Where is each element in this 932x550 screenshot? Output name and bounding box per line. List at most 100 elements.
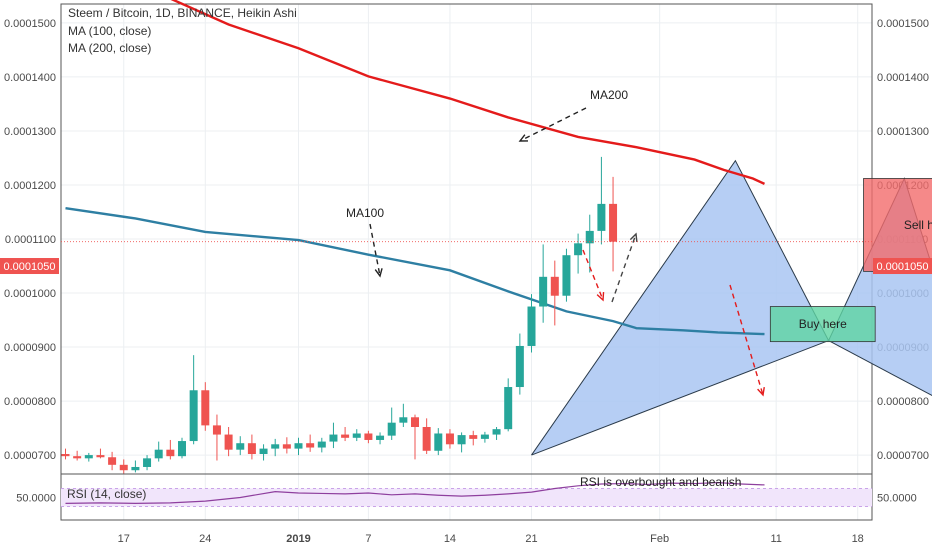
candle-body [562,255,571,296]
time-tick-label: 11 [770,533,781,545]
time-tick-label: 24 [199,533,211,545]
candle-body [236,443,245,450]
price-tick-label-right: 0.0001500 [877,18,929,30]
candle-body [376,435,385,440]
candle-body [434,433,443,451]
rsi-legend: RSI (14, close) [67,487,146,501]
candle-body [224,434,233,450]
annotation-arrows [369,107,765,397]
candle-body [306,443,315,448]
price-axis-left: 0.0000700 0.0000800 0.0000900 0.0001000 0.00… [4,18,56,462]
rsi-tick-label-left: 50.0000 [16,493,56,505]
price-marker-right [873,258,932,275]
candle-body [317,441,326,448]
candle-body [422,427,431,451]
time-tick-label: 17 [118,533,130,545]
annotation-ma100: MA100 [346,206,384,220]
price-tick-label-left: 0.0001500 [4,18,56,30]
candle-body [550,276,559,296]
candle-body [73,456,82,459]
candle-body [259,448,268,455]
price-tick-label-left: 0.0000800 [4,396,56,408]
legend-ma100: MA (100, close) [68,24,151,38]
candle-body [61,454,70,457]
pattern-triangle [531,160,829,456]
price-tick-label-left: 0.0001000 [4,288,56,300]
price-marker-right-label: 0.0001050 [877,261,929,273]
candle-body [271,444,280,449]
rsi-pane: 50.0000 50.0000 [16,482,917,507]
grid [60,3,873,521]
price-marker-left [0,258,59,275]
candle-body [166,449,175,457]
arrow-ma100-head [374,268,383,278]
price-tick-label-left: 0.0000900 [4,342,56,354]
arrow-up-to-sell [611,233,637,303]
pattern-base [531,340,829,456]
arrow-down-after-sell [729,284,764,396]
price-tick-label-right: 0.0001300 [877,126,929,138]
candle-body [329,434,338,442]
candle-body [399,417,408,423]
time-tick-label: 7 [365,533,371,545]
time-axis: 17 24 2019 7 14 21 Feb 11 18 [118,533,864,545]
candle-body [527,306,536,346]
candle-body [574,243,583,256]
candle-body [539,276,548,307]
legend-ma200: MA (200, close) [68,41,151,55]
candle-body [131,466,140,471]
price-tick-label-left: 0.0001400 [4,72,56,84]
rsi-tick-label-right: 50.0000 [877,493,917,505]
candle-body [96,455,105,458]
candle-body [341,434,350,438]
candle-body [212,425,221,435]
candle-body [108,457,117,465]
candle-body [352,433,361,438]
candle-body [154,449,163,459]
current-price-marker: 0.0001050 0.0001050 [0,241,932,275]
pattern-base [828,340,932,397]
candle-body [364,433,373,440]
candle-body [201,390,210,426]
candle-body [492,429,501,435]
candles[interactable] [61,156,618,474]
arrow-down-after-sell-head [757,386,765,397]
candle-body [189,390,198,442]
candle-body [609,203,618,242]
moving-averages [65,0,766,336]
candle-body [515,345,524,388]
price-tick-label-right: 0.0001400 [877,72,929,84]
price-tick-label-left: 0.0001300 [4,126,56,138]
candle-body [469,435,478,439]
candle-body [143,458,152,467]
candle-body [504,387,513,430]
time-tick-label: 2019 [286,533,310,545]
time-tick-label: Feb [650,533,669,545]
arrow-up-to-sell-head [629,232,638,243]
arrow-ma200-head [518,134,529,142]
arrow-down-to-buy-head [596,291,605,302]
candle-body [247,443,256,455]
time-tick-label: 21 [525,533,537,545]
candle-body [411,417,419,427]
trade-zone [769,306,876,343]
trade-zone-label: Buy here [799,317,847,331]
time-tick-label: 14 [444,533,456,545]
trade-zone [863,178,932,272]
candle-body [178,441,186,457]
ma200-line [170,0,766,185]
rsi-band [61,488,872,507]
rsi-line [65,482,765,504]
ma100-line [65,207,765,336]
price-tick-label-left: 0.0001100 [5,234,56,246]
candle-body [457,435,466,445]
trade-zone-label: Sell here [904,218,932,232]
chart-title: Steem / Bitcoin, 1D, BINANCE, Heikin Ash… [68,6,297,20]
candle-body [480,434,489,439]
price-tick-label-left: 0.0000700 [4,450,56,462]
candle-body [387,422,396,436]
price-marker-left-label: 0.0001050 [4,261,56,273]
candle-body [597,203,606,231]
rsi-annotation: RSI is overbought and bearish [580,475,741,489]
